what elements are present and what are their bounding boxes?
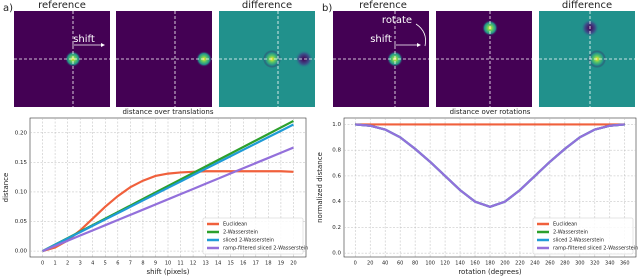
x-tick-label: 2: [66, 261, 69, 267]
image-title: difference: [562, 0, 612, 11]
x-tick-label: 320: [590, 261, 600, 267]
image-title: difference: [242, 0, 292, 11]
legend-label: ramp-filtered sliced 2-Wasserstein: [223, 246, 308, 252]
image-title: reference: [359, 0, 407, 11]
legend-label: 2-Wasserstein: [553, 230, 588, 236]
x-tick-label: 80: [412, 261, 418, 267]
legend-label: Euclidean: [223, 222, 247, 228]
x-tick-label: 280: [560, 261, 570, 267]
y-tick-label: 0.2: [332, 225, 341, 231]
y-tick-label: 0.10: [15, 189, 28, 195]
x-tick-label: 4: [91, 261, 94, 267]
chart-title: distance over translations: [122, 108, 213, 116]
x-tick-label: 20: [367, 261, 373, 267]
x-tick-label: 14: [215, 261, 221, 267]
x-tick-label: 11: [177, 261, 183, 267]
y-tick-label: 1.0: [332, 122, 341, 128]
legend-label: sliced 2-Wasserstein: [223, 238, 274, 244]
x-tick-label: 260: [545, 261, 555, 267]
x-tick-label: 3: [79, 261, 82, 267]
x-tick-label: 16: [240, 261, 246, 267]
x-tick-label: 180: [485, 261, 495, 267]
x-tick-label: 12: [190, 261, 196, 267]
x-axis-label: rotation (degrees): [458, 268, 522, 276]
legend-box: [202, 217, 304, 255]
arrow-label: rotate: [382, 15, 412, 26]
legend-label: ramp-filtered sliced 2-Wasserstein: [553, 246, 638, 252]
x-tick-label: 360: [620, 261, 630, 267]
arrow-label: shift: [73, 34, 95, 45]
x-tick-label: 0: [41, 261, 44, 267]
panel-b-images: [333, 11, 635, 107]
x-tick-label: 17: [253, 261, 259, 267]
y-tick-label: 0.8: [332, 148, 341, 154]
x-tick-label: 8: [141, 261, 144, 267]
legend-label: sliced 2-Wasserstein: [553, 238, 604, 244]
x-tick-label: 7: [129, 261, 132, 267]
x-tick-label: 300: [575, 261, 585, 267]
x-tick-label: 1: [53, 261, 56, 267]
series-line: [42, 170, 294, 253]
x-tick-label: 240: [530, 261, 540, 267]
image-title: reference: [38, 0, 86, 11]
series-line: [355, 123, 625, 208]
y-tick-label: 0.4: [332, 199, 341, 205]
panel-label: a): [3, 3, 13, 14]
y-tick-label: 0.6: [332, 173, 341, 179]
arrow-label: shift: [370, 34, 392, 45]
x-tick-label: 140: [455, 261, 465, 267]
series-line: [42, 146, 294, 253]
y-tick-label: 0.15: [15, 160, 28, 166]
y-tick-label: 0.20: [15, 130, 28, 136]
x-tick-label: 100: [425, 261, 435, 267]
panel-a-images: [14, 11, 315, 107]
panel-label: b): [322, 3, 332, 14]
x-tick-label: 20: [290, 261, 296, 267]
x-tick-label: 200: [500, 261, 510, 267]
y-tick-label: 0.05: [15, 219, 28, 225]
x-tick-label: 10: [165, 261, 171, 267]
y-tick-label: 0.00: [15, 249, 28, 255]
y-tick-label: 0.0: [332, 251, 341, 257]
x-tick-label: 60: [397, 261, 403, 267]
x-tick-label: 18: [265, 261, 271, 267]
chart-title: distance over rotations: [450, 108, 531, 116]
y-axis-label: distance: [2, 173, 10, 203]
x-tick-label: 5: [104, 261, 107, 267]
x-tick-label: 40: [382, 261, 388, 267]
legend-label: 2-Wasserstein: [223, 230, 258, 236]
x-tick-label: 19: [278, 261, 284, 267]
x-tick-label: 13: [202, 261, 208, 267]
x-tick-label: 340: [605, 261, 615, 267]
x-tick-label: 9: [154, 261, 157, 267]
x-tick-label: 220: [515, 261, 525, 267]
y-axis-label: normalized distance: [316, 152, 324, 223]
legend-label: Euclidean: [553, 222, 577, 228]
series-line: [42, 123, 294, 253]
x-tick-label: 6: [116, 261, 119, 267]
x-tick-label: 15: [228, 261, 234, 267]
x-axis-label: shift (pixels): [146, 268, 189, 276]
x-tick-label: 120: [440, 261, 450, 267]
x-tick-label: 160: [470, 261, 480, 267]
legend-box: [532, 217, 634, 255]
x-tick-label: 0: [354, 261, 357, 267]
